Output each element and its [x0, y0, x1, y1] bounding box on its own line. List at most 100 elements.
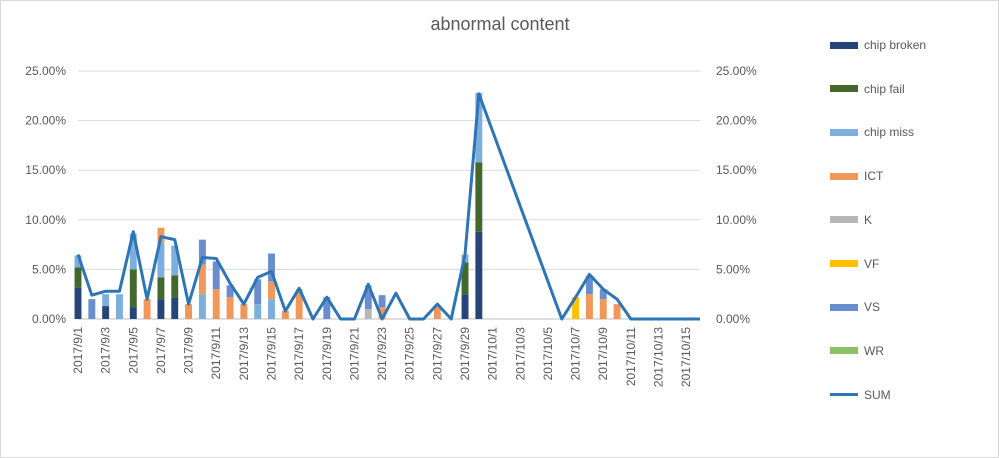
x-tick-label: 2017/9/9 [182, 327, 196, 374]
legend-swatch [830, 128, 858, 136]
x-tick-label: 2017/10/9 [596, 327, 610, 381]
bar-chip-miss [171, 245, 179, 276]
x-tick-label: 2017/9/3 [99, 327, 113, 374]
bar-chip-miss [129, 233, 137, 270]
bar-vs [268, 253, 275, 282]
bar-ict [185, 304, 193, 319]
y-tick-label: 10.00% [25, 213, 66, 227]
bar-chip-broken [157, 299, 165, 319]
bar-chip-broken [475, 231, 483, 319]
legend-item: WR [830, 341, 884, 361]
secondary-y-tick-label: 5.00% [716, 262, 750, 276]
x-tick-label: 2017/9/25 [403, 327, 417, 381]
bar-chip-broken [171, 297, 179, 319]
x-tick-label: 2017/9/1 [71, 327, 85, 374]
bar-ict [240, 304, 248, 319]
x-tick-label: 2017/10/15 [679, 327, 693, 387]
x-tick-label: 2017/9/19 [320, 327, 334, 381]
legend-item: SUM [830, 385, 891, 405]
sum-line [76, 92, 700, 321]
legend-swatch [830, 393, 858, 397]
bar-ict [143, 299, 151, 319]
x-tick-label: 2017/9/5 [126, 327, 140, 374]
bar-vs [323, 297, 331, 319]
bar-vs [364, 289, 372, 310]
x-tick-label: 2017/10/3 [513, 327, 527, 381]
chart-title: abnormal content [430, 14, 570, 34]
x-tick-label: 2017/10/5 [541, 327, 555, 381]
x-tick-label: 2017/10/13 [652, 327, 666, 387]
legend-item: VF [830, 254, 879, 274]
bar-ict [281, 311, 289, 319]
bar-chip-fail [461, 262, 469, 295]
bar-chip-broken [102, 306, 110, 319]
secondary-y-tick-label: 0.00% [716, 312, 750, 326]
legend-label: K [864, 212, 873, 227]
legend-item: chip miss [830, 122, 914, 142]
bar-chip-miss [475, 92, 483, 163]
legend-label: chip broken [864, 38, 927, 52]
bar-ict [268, 281, 275, 300]
bar-chip-fail [129, 269, 137, 308]
x-tick-label: 2017/9/29 [458, 327, 472, 381]
x-tick-label: 2017/9/21 [347, 327, 361, 381]
bar-ict [378, 307, 386, 319]
x-tick-label: 2017/10/1 [486, 327, 500, 381]
legend-swatch [830, 85, 858, 93]
x-tick-label: 2017/9/13 [237, 327, 251, 381]
bar-chip-fail [171, 275, 179, 298]
x-tick-label: 2017/9/17 [292, 327, 306, 381]
legend-label: VS [864, 300, 881, 315]
bar-chip-fail [157, 277, 165, 300]
bar-chip-broken [74, 287, 82, 319]
legend-swatch [830, 260, 858, 267]
x-tick-label: 2017/9/27 [430, 327, 444, 381]
bar-vs [212, 261, 220, 290]
legend-swatch [830, 172, 858, 180]
bar-ict [295, 294, 303, 319]
legend-label: ICT [864, 169, 884, 184]
bar-chip-miss [268, 299, 275, 319]
x-tick-label: 2017/9/11 [209, 327, 223, 380]
bar-vf [572, 297, 580, 319]
bar-chip-miss [102, 294, 110, 307]
bar-ict [585, 294, 593, 319]
x-tick-label: 2017/10/11 [624, 327, 638, 386]
legend-swatch [830, 303, 858, 311]
secondary-y-tick-label: 15.00% [716, 163, 757, 177]
bar-vs [599, 289, 607, 300]
legend-item: VS [830, 297, 880, 317]
bar-chip-miss [254, 304, 262, 319]
legend-item: K [830, 210, 872, 230]
legend-item: chip broken [830, 35, 926, 55]
legend-label: WR [864, 343, 884, 358]
legend-label: SUM [864, 387, 891, 402]
bar-chip-broken [129, 307, 137, 319]
bar-ict [226, 297, 234, 319]
bar-chip-miss [157, 242, 165, 278]
x-tick-label: 2017/9/15 [265, 327, 279, 381]
legend-label: VF [864, 256, 880, 271]
bar-chip-fail [475, 162, 483, 232]
legend-swatch [830, 41, 858, 49]
secondary-y-tick-label: 10.00% [716, 213, 757, 227]
y-tick-label: 15.00% [25, 163, 66, 177]
legend-item: ICT [830, 166, 883, 186]
bar-vs [254, 279, 262, 305]
bar-vs [378, 295, 386, 308]
x-tick-label: 2017/10/7 [569, 327, 583, 381]
bar-ict [198, 264, 206, 295]
y-tick-label: 25.00% [25, 64, 66, 78]
y-tick-label: 20.00% [25, 114, 66, 128]
legend-swatch [830, 216, 858, 224]
bar-ict [613, 304, 621, 319]
secondary-y-tick-label: 25.00% [716, 64, 757, 78]
bar-vs [226, 285, 234, 298]
secondary-y-tick-label: 20.00% [716, 114, 757, 128]
legend-label: chip fail [864, 81, 905, 96]
bar-vs [88, 299, 96, 319]
bar-chip-broken [461, 294, 469, 319]
bar-chip-miss [74, 255, 82, 268]
bar-ict [212, 289, 220, 319]
